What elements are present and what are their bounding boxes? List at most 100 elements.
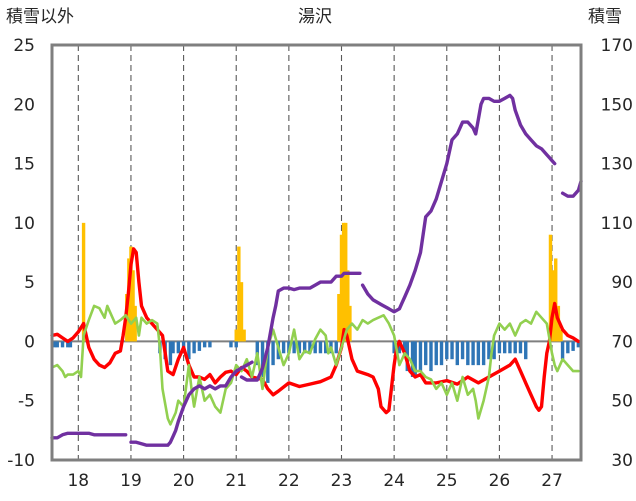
bar <box>548 234 553 342</box>
bar <box>55 341 59 348</box>
series-line <box>50 304 580 426</box>
bar <box>434 341 438 366</box>
series-line <box>50 431 128 440</box>
x-tick-label: 27 <box>541 471 563 491</box>
bar <box>341 222 346 342</box>
plot-frame <box>50 43 583 462</box>
left-tick-label: 25 <box>13 36 35 56</box>
bar <box>202 341 207 348</box>
bar <box>242 329 246 342</box>
left-axis-label: 積雪以外 <box>6 7 74 27</box>
bar <box>445 341 449 360</box>
bar <box>133 305 137 342</box>
bar <box>524 341 528 360</box>
left-tick-label: 5 <box>24 273 35 293</box>
series-line <box>360 93 557 314</box>
bar <box>229 341 233 348</box>
bar <box>460 341 465 360</box>
bar <box>559 329 563 342</box>
left-tick-label: -10 <box>7 451 35 471</box>
bar <box>266 341 270 383</box>
bar <box>466 341 470 366</box>
bar <box>176 341 181 354</box>
x-tick-label: 18 <box>67 471 89 491</box>
bar <box>234 341 238 348</box>
right-tick-label: 70 <box>611 332 633 352</box>
bar <box>346 270 350 342</box>
bar <box>476 341 481 366</box>
bar <box>413 341 417 377</box>
bar <box>308 341 312 354</box>
ticks-layer: -10 -5 0 5 10 15 20 25 30 50 70 90 110 130 150 170 18 19 2… <box>7 36 633 491</box>
x-tick-label: 21 <box>225 471 247 491</box>
bar <box>348 305 352 342</box>
bar <box>234 329 238 342</box>
bar <box>560 341 565 360</box>
bar <box>292 341 296 354</box>
bar <box>566 341 570 354</box>
left-tick-label: 20 <box>13 95 35 115</box>
left-tick-label: 0 <box>24 332 35 352</box>
bar <box>131 270 135 342</box>
x-tick-label: 24 <box>383 471 405 491</box>
bar <box>239 282 244 342</box>
bar <box>502 341 507 354</box>
lines-layer <box>50 93 583 447</box>
bar <box>281 341 286 354</box>
left-tick-label: 10 <box>13 214 35 234</box>
series-line <box>239 271 362 382</box>
bar <box>410 341 415 377</box>
bar <box>455 341 460 366</box>
bar <box>168 341 173 366</box>
series-line <box>50 247 581 415</box>
bar <box>508 341 512 354</box>
series-line <box>129 360 254 447</box>
bar <box>297 341 302 354</box>
bar <box>337 294 341 342</box>
bar <box>339 234 344 342</box>
right-tick-label: 110 <box>601 214 633 234</box>
series-line <box>560 179 583 198</box>
chart-title: 湯沢 <box>298 7 332 27</box>
bar <box>129 246 133 342</box>
right-tick-label: 90 <box>611 273 633 293</box>
bar <box>60 341 65 348</box>
bar <box>392 341 396 354</box>
bar <box>487 341 491 360</box>
x-tick-label: 22 <box>278 471 300 491</box>
bar <box>237 246 241 342</box>
x-tick-label: 26 <box>489 471 511 491</box>
bar <box>492 341 496 360</box>
bar <box>450 341 454 360</box>
bar <box>471 341 475 366</box>
right-tick-label: 170 <box>601 36 633 56</box>
right-tick-label: 150 <box>601 95 633 115</box>
bar <box>554 258 558 342</box>
bar <box>187 341 191 360</box>
x-tick-label: 20 <box>173 471 195 491</box>
left-tick-label: 15 <box>13 155 35 175</box>
bar <box>429 341 433 372</box>
bar <box>313 341 317 354</box>
bar <box>302 341 307 354</box>
bar <box>439 341 444 366</box>
bar <box>66 341 70 348</box>
bar <box>197 341 202 351</box>
x-tick-label: 19 <box>120 471 142 491</box>
bar <box>287 341 291 354</box>
bar <box>171 341 175 354</box>
bar <box>518 341 523 354</box>
bar <box>513 341 517 354</box>
right-axis-label: 積雪 <box>588 7 622 27</box>
right-tick-label: 30 <box>611 451 633 471</box>
bar <box>52 341 57 348</box>
bar <box>571 341 575 351</box>
bar <box>497 341 502 354</box>
bar <box>576 341 581 348</box>
x-tick-label: 23 <box>331 471 353 491</box>
bar <box>318 341 323 354</box>
bar <box>81 222 86 342</box>
bar <box>271 341 275 366</box>
bar <box>260 341 265 377</box>
